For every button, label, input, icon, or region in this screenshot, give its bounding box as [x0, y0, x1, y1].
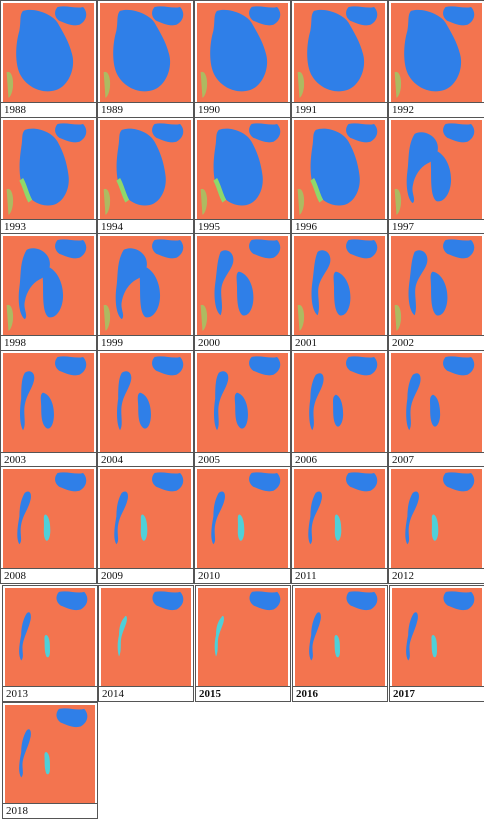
year-label: 1997 [389, 219, 484, 234]
panel-1995: 1995 [194, 117, 291, 235]
year-label: 2018 [3, 803, 97, 818]
panel-2005: 2005 [194, 350, 291, 468]
year-label: 2016 [293, 686, 387, 701]
year-label: 2000 [195, 335, 290, 350]
aral-sea-satellite-image [100, 469, 191, 568]
aral-sea-satellite-image [391, 353, 482, 452]
panel-1998: 1998 [0, 233, 97, 351]
panel-2007: 2007 [388, 350, 484, 468]
panel-2017: 2017 [389, 585, 484, 702]
panel-1990: 1990 [194, 0, 291, 118]
panel-2016: 2016 [292, 585, 388, 702]
panel-2000: 2000 [194, 233, 291, 351]
aral-sea-satellite-image [3, 120, 94, 219]
panel-2001: 2001 [291, 233, 388, 351]
year-label: 2013 [3, 686, 97, 701]
aral-sea-satellite-image [294, 120, 385, 219]
year-label: 2006 [292, 452, 387, 467]
panel-2014: 2014 [98, 585, 194, 702]
panel-2015: 2015 [195, 585, 291, 702]
year-label: 2008 [1, 568, 96, 583]
year-label: 1996 [292, 219, 387, 234]
aral-sea-satellite-image [391, 469, 482, 568]
aral-sea-satellite-image [5, 588, 95, 686]
aral-sea-satellite-image [3, 3, 94, 102]
aral-sea-satellite-image [294, 353, 385, 452]
year-label: 1990 [195, 102, 290, 117]
panel-2008: 2008 [0, 466, 97, 584]
aral-sea-satellite-image [197, 3, 288, 102]
aral-sea-satellite-image [3, 236, 94, 335]
year-label: 1991 [292, 102, 387, 117]
year-label: 2003 [1, 452, 96, 467]
year-label: 2007 [389, 452, 484, 467]
year-label: 2004 [98, 452, 193, 467]
year-label: 2011 [292, 568, 387, 583]
panel-2012: 2012 [388, 466, 484, 584]
panel-2003: 2003 [0, 350, 97, 468]
aral-sea-satellite-image [392, 588, 482, 686]
aral-sea-satellite-image [5, 705, 95, 803]
panel-2018: 2018 [2, 702, 98, 819]
aral-sea-satellite-image [100, 3, 191, 102]
panel-2011: 2011 [291, 466, 388, 584]
aral-sea-satellite-image [198, 588, 288, 686]
aral-sea-satellite-image [294, 236, 385, 335]
panel-1996: 1996 [291, 117, 388, 235]
year-label: 1993 [1, 219, 96, 234]
year-label: 1994 [98, 219, 193, 234]
aral-sea-satellite-image [197, 469, 288, 568]
panel-1993: 1993 [0, 117, 97, 235]
panel-2002: 2002 [388, 233, 484, 351]
panel-1991: 1991 [291, 0, 388, 118]
year-label: 2015 [196, 686, 290, 701]
aral-sea-satellite-image [3, 353, 94, 452]
aral-sea-satellite-image [197, 236, 288, 335]
aral-sea-satellite-image [295, 588, 385, 686]
panel-2009: 2009 [97, 466, 194, 584]
aral-sea-satellite-image [391, 120, 482, 219]
panel-2004: 2004 [97, 350, 194, 468]
year-label: 1989 [98, 102, 193, 117]
aral-sea-satellite-image [100, 353, 191, 452]
aral-sea-satellite-image [101, 588, 191, 686]
year-label: 2017 [390, 686, 484, 701]
panel-1999: 1999 [97, 233, 194, 351]
aral-sea-satellite-image [391, 236, 482, 335]
year-label: 1992 [389, 102, 484, 117]
panel-1997: 1997 [388, 117, 484, 235]
panel-2013: 2013 [2, 585, 98, 702]
year-label: 1988 [1, 102, 96, 117]
year-label: 2009 [98, 568, 193, 583]
panel-2010: 2010 [194, 466, 291, 584]
aral-sea-satellite-image [294, 3, 385, 102]
year-label: 2002 [389, 335, 484, 350]
aral-sea-satellite-image [100, 236, 191, 335]
panel-1988: 1988 [0, 0, 97, 118]
panel-1989: 1989 [97, 0, 194, 118]
year-label: 2005 [195, 452, 290, 467]
aral-sea-satellite-image [197, 353, 288, 452]
year-label: 2001 [292, 335, 387, 350]
year-label: 1998 [1, 335, 96, 350]
year-label: 1999 [98, 335, 193, 350]
panel-1992: 1992 [388, 0, 484, 118]
year-label: 2010 [195, 568, 290, 583]
panel-1994: 1994 [97, 117, 194, 235]
aral-sea-satellite-image [3, 469, 94, 568]
aral-sea-satellite-image [294, 469, 385, 568]
year-label: 2012 [389, 568, 484, 583]
aral-sea-satellite-image [197, 120, 288, 219]
aral-sea-satellite-image [100, 120, 191, 219]
year-label: 1995 [195, 219, 290, 234]
year-label: 2014 [99, 686, 193, 701]
aral-sea-satellite-image [391, 3, 482, 102]
panel-2006: 2006 [291, 350, 388, 468]
